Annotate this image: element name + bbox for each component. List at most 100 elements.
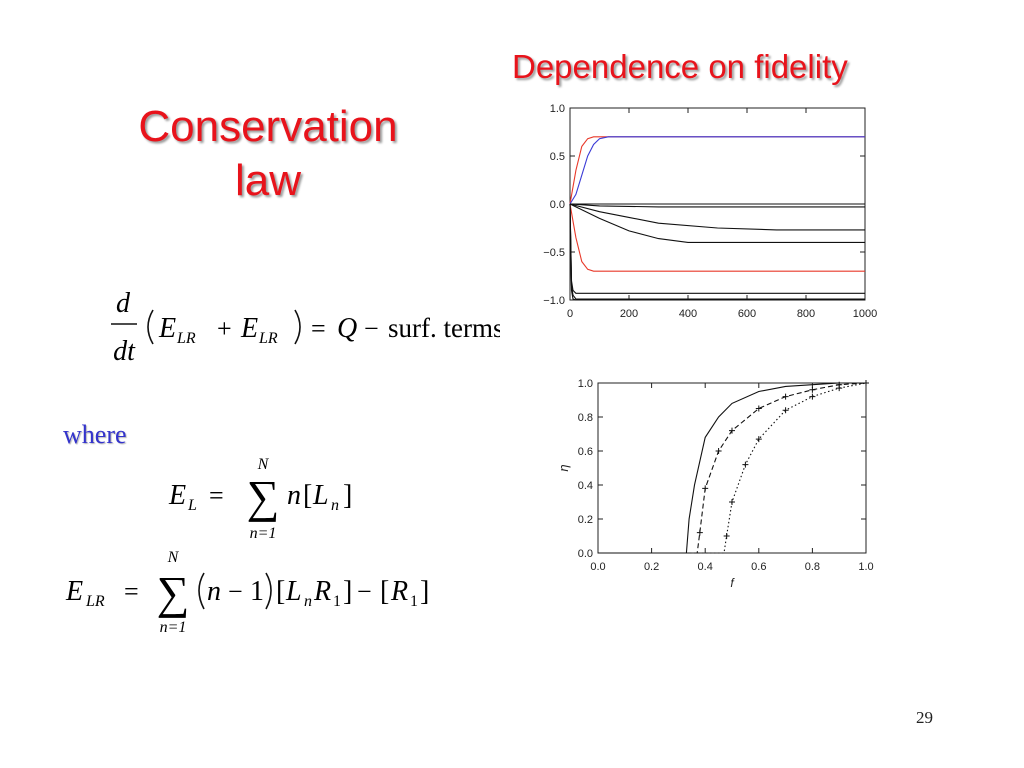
EL-definition-equation: E L = N ∑ n=1 n [ L n ] [168, 456, 352, 542]
series-marker [742, 461, 749, 468]
eq1-Q: Q [337, 313, 357, 344]
x-tick-label: 0.8 [805, 561, 820, 573]
eq1-sub2: LR [258, 330, 278, 347]
eq3-lower: n=1 [160, 619, 187, 636]
x-tick-label: 0.6 [751, 561, 766, 573]
eq3-equals: = [124, 577, 139, 606]
series-marker [809, 393, 816, 400]
series-marker [809, 386, 816, 393]
y-tick-label: −0.5 [543, 247, 565, 259]
eq1-dt: dt [113, 336, 136, 367]
eq3-sigma: ∑ [157, 567, 190, 618]
eq3-minus2: − [357, 577, 372, 606]
series-line-1 [598, 382, 866, 554]
series-marker [755, 405, 762, 412]
where-label: where [63, 420, 127, 449]
eq1-d: d [116, 288, 131, 319]
series-line-8 [569, 203, 865, 294]
figure-heading: Dependence on fidelity [512, 48, 848, 85]
series-marker [729, 427, 735, 434]
eq2-Lsub: n [331, 497, 339, 514]
eq2-sigma: ∑ [247, 471, 280, 522]
eq2-lbr: [ [303, 480, 312, 511]
y-tick-label: 0.4 [578, 480, 593, 492]
plot-frame [597, 382, 867, 554]
slide-title: Conservation law [118, 100, 418, 208]
y-tick-label: 0.6 [578, 446, 593, 458]
series-marker [729, 499, 735, 505]
eq3-rbr: ] [343, 576, 352, 607]
eq2-upper: N [257, 456, 270, 473]
y-tick-label: 0.0 [578, 548, 593, 560]
series-line-6 [569, 203, 865, 231]
page-number: 29 [916, 708, 933, 727]
eq2-L: L [312, 480, 329, 511]
y-axis-label: η [556, 464, 571, 471]
eq3-right-paren [265, 572, 272, 610]
x-tick-label: 200 [620, 308, 638, 320]
x-tick-label: 400 [679, 308, 697, 320]
series-marker [755, 436, 762, 443]
series-marker [723, 533, 730, 539]
series-line-3 [569, 203, 865, 272]
eq3-L: L [285, 576, 302, 607]
y-tick-label: 1.0 [578, 378, 593, 390]
series-line-7 [569, 203, 865, 243]
conservation-equation: d dt E LR + E LR = Q − surf. terms [111, 288, 500, 367]
y-tick-label: 0.2 [578, 514, 593, 526]
series-marker [715, 448, 722, 454]
series-line-9 [569, 203, 865, 300]
y-tick-label: 0.0 [550, 199, 565, 211]
eq3-rbr2: ] [420, 576, 429, 607]
eq3-lbr2: [ [380, 576, 389, 607]
slide-title-line2: law [234, 156, 302, 205]
x-tick-label: 0.0 [590, 561, 605, 573]
eq3-n: n [207, 576, 221, 607]
series-line-5 [569, 203, 865, 208]
eq3-R2: R [390, 576, 408, 607]
x-tick-label: 0.4 [698, 561, 713, 573]
y-tick-label: −1.0 [543, 295, 565, 307]
series-line-1 [569, 136, 865, 205]
slide-title-line1: Conservation [138, 102, 398, 151]
series-line-3 [598, 382, 867, 554]
x-tick-label: 1000 [853, 308, 877, 320]
eq2-sub: L [187, 497, 197, 514]
eq1-E1: E [158, 313, 176, 344]
fidelity-plot: 0.0 0.2 0.4 0.6 0.8 1.0 0.0 0.2 0.4 0.6 0.8 1.0 f η [545, 375, 890, 595]
eq1-surf-terms: surf. terms [388, 313, 500, 343]
x-tick-label: 1.0 [858, 561, 873, 573]
y-tick-label: 0.5 [550, 151, 565, 163]
eq1-sub1: LR [176, 330, 196, 347]
eq3-sub: LR [85, 593, 105, 610]
eq2-lower: n=1 [250, 525, 277, 542]
series-marker [836, 385, 843, 392]
x-tick-label: 0 [567, 308, 573, 320]
series-marker [782, 407, 789, 414]
series-marker [702, 485, 709, 492]
series-line-10 [569, 203, 865, 301]
eq2-rbr: ] [343, 480, 352, 511]
eq1-E2: E [240, 313, 258, 344]
series-line-2 [569, 136, 865, 205]
eq3-lbr: [ [276, 576, 285, 607]
eq3-R2sub: 1 [410, 593, 418, 610]
x-tick-label: 0.2 [644, 561, 659, 573]
series-line-2 [598, 382, 867, 554]
eq1-minus: − [364, 314, 379, 343]
ELR-definition-equation: E LR = N ∑ n=1 n − 1 [ L n R 1 ] − [ R 1… [65, 549, 429, 636]
time-evolution-plot-svg: 0 200 400 600 800 1000 1.0 0.5 0.0 −0.5 −1.0 [543, 103, 877, 320]
eq3-Rsub: 1 [333, 593, 341, 610]
series-marker [863, 380, 869, 386]
eq3-upper: N [167, 549, 180, 566]
eq3-E: E [65, 576, 83, 607]
eq3-Lsub: n [304, 593, 312, 610]
y-tick-label: 0.8 [578, 412, 593, 424]
series-marker [696, 529, 703, 536]
y-tick-label: 1.0 [550, 103, 565, 115]
x-tick-label: 600 [738, 308, 756, 320]
eq1-plus: + [217, 314, 232, 343]
eq3-minus: − [228, 577, 243, 606]
time-evolution-plot: 0 200 400 600 800 1000 1.0 0.5 0.0 −0.5 −1.0 [525, 100, 885, 330]
eq3-one: 1 [250, 576, 264, 607]
